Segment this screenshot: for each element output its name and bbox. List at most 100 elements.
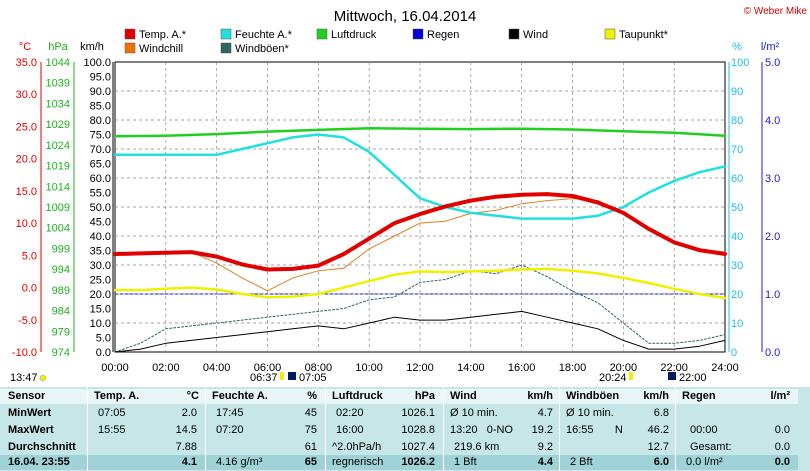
luftdruck-avg-value: 1027.4 [401,441,435,453]
temp-tick-label: 0.0 [22,283,37,295]
rain-tick-label: 5.0 [765,57,780,69]
pressure-tick-label: 989 [52,285,70,297]
temp-avg-value: 7.88 [175,441,197,453]
wind-tick-label: 100.0 [83,57,111,69]
boeen-min-value: 6.8 [653,407,669,419]
axis-title-temp: °C [19,41,31,53]
wind-bft: 1 Bft [454,456,477,468]
wind-current-value: 4.4 [537,456,553,468]
x-tick-label: 10:00 [355,362,383,374]
pressure-tick-label: 1034 [46,98,70,110]
rain-tick-label: 3.0 [765,173,780,185]
humidity-tick-label: 100 [731,57,749,69]
boeen-avg-value: 12.7 [647,441,669,453]
wind-tick-label: 70.0 [90,144,111,156]
regen-current-value: 0.0 [774,456,790,468]
regen-total-value: 0.0 [774,441,790,453]
moonset-time-label: 07:05 [299,372,327,384]
moonset-marker-icon [288,372,296,380]
luftdruck-trend: ^2.0hPa/h [332,441,382,453]
temp-tick-label: 35.0 [16,57,37,69]
sunset-time-label: 20:24 [599,372,627,384]
col-wind: Wind km/h Ø 10 min. 4.7 13:20 0-NO 19.2 219… [444,387,560,471]
axis-title-rain: l/m² [761,41,780,53]
humidity-tick-label: 40 [731,231,743,243]
luftdruck-current-value: 1026.2 [401,456,435,468]
wind-tick-label: 95.0 [90,72,111,84]
sunrise-marker-icon [280,372,284,380]
feuchte-current-value: 65 [304,456,317,468]
pressure-tick-label: 1029 [46,119,70,131]
rain-tick-label: 0.0 [765,347,780,359]
luftdruck-forecast: regnerisch [332,456,384,468]
regen-total-label: Gesamt: [690,441,732,453]
wind-tick-label: 25.0 [90,275,111,287]
pressure-tick-label: 1024 [46,140,70,152]
weather-chart: Mittwoch, 16.04.2014 © Weber Mike Temp. … [10,6,808,384]
regen-max-time: 00:00 [690,424,718,436]
chart-series [113,127,727,353]
pressure-tick-label: 974 [52,347,70,359]
wind-tick-label: 10.0 [90,318,111,330]
humidity-tick-label: 70 [731,144,743,156]
wind-tick-label: 50.0 [90,202,111,214]
humidity-tick-label: 90 [731,86,743,98]
feuchte-current-note: 4.16 g/m³ [216,456,263,468]
wind-tick-label: 40.0 [90,231,111,243]
temp-tick-label: 30.0 [16,89,37,101]
boeen-current-value: 6.0 [653,456,669,468]
humidity-tick-label: 10 [731,318,743,330]
legend-swatch [124,42,136,54]
sensor-avg-label: Durchschnitt [8,441,76,453]
regen-unit: l/m² [770,390,790,402]
sensor-max-label: MaxWert [8,424,54,436]
x-tick-label: 00:00 [101,362,129,374]
feuchte-avg-value: 61 [304,441,317,453]
boeen-max-value: 46.2 [647,424,669,436]
boeen-unit: km/h [643,390,669,402]
legend-label: Feuchte A.* [235,29,293,41]
series-line [114,264,726,353]
luftdruck-header: Luftdruck [332,390,383,402]
temp-min-time: 07:05 [98,407,126,419]
pressure-tick-label: 999 [52,243,70,255]
x-tick-label: 02:00 [152,362,180,374]
col-boeen: Windböen km/h Ø 10 min. 6.8 16:55 N 46.2 12… [560,387,676,471]
x-axis-labels: 00:00 02:00 04:00 06:00 08:00 10:00 12:00 14:00… [101,362,739,374]
legend-swatch [220,28,232,40]
legend-swatch [604,28,616,40]
legend-label: Luftdruck [331,29,377,41]
series-line [114,310,726,353]
legend-label: Regen [427,29,459,41]
wind-tick-label: 80.0 [90,115,111,127]
moonrise-time-label: 22:00 [679,372,707,384]
chart-grid [114,61,726,353]
x-tick-label: 16:00 [508,362,536,374]
credit-text: © Weber Mike [744,6,808,17]
legend-label: Temp. A.* [139,29,187,41]
wind-tick-label: 90.0 [90,86,111,98]
pressure-tick-label: 1014 [46,181,70,193]
pressure-tick-label: 1039 [46,78,70,90]
feuchte-min-time: 17:45 [216,407,244,419]
wind-max-value: 19.2 [531,424,553,436]
legend-label: Wind [523,29,548,41]
humidity-tick-label: 20 [731,289,743,301]
col-feuchte: Feuchte A.% 17:45 45 07:20 75 61 4.16 g/m³… [206,387,326,471]
wind-header: Wind [450,390,477,402]
moonrise-marker-icon [668,372,676,380]
temp-tick-label: 25.0 [16,121,37,133]
wind-tick-label: 60.0 [90,173,111,185]
wind-tick-label: 75.0 [90,130,111,142]
wind-avg-value: 9.2 [537,441,553,453]
wind-tick-label: 85.0 [90,101,111,113]
sensor-header: Sensor [8,390,46,402]
rain-tick-label: 1.0 [765,289,780,301]
series-line [113,133,727,220]
boeen-min-note: Ø 10 min. [566,407,614,419]
axis-titles: °C hPa km/h% l/m² [19,41,780,53]
feuchte-header: Feuchte A. [212,390,268,402]
luftdruck-min-time: 02:20 [336,407,364,419]
x-tick-label: 08:00 [305,362,333,374]
temp-tick-label: -10.0 [12,347,37,359]
